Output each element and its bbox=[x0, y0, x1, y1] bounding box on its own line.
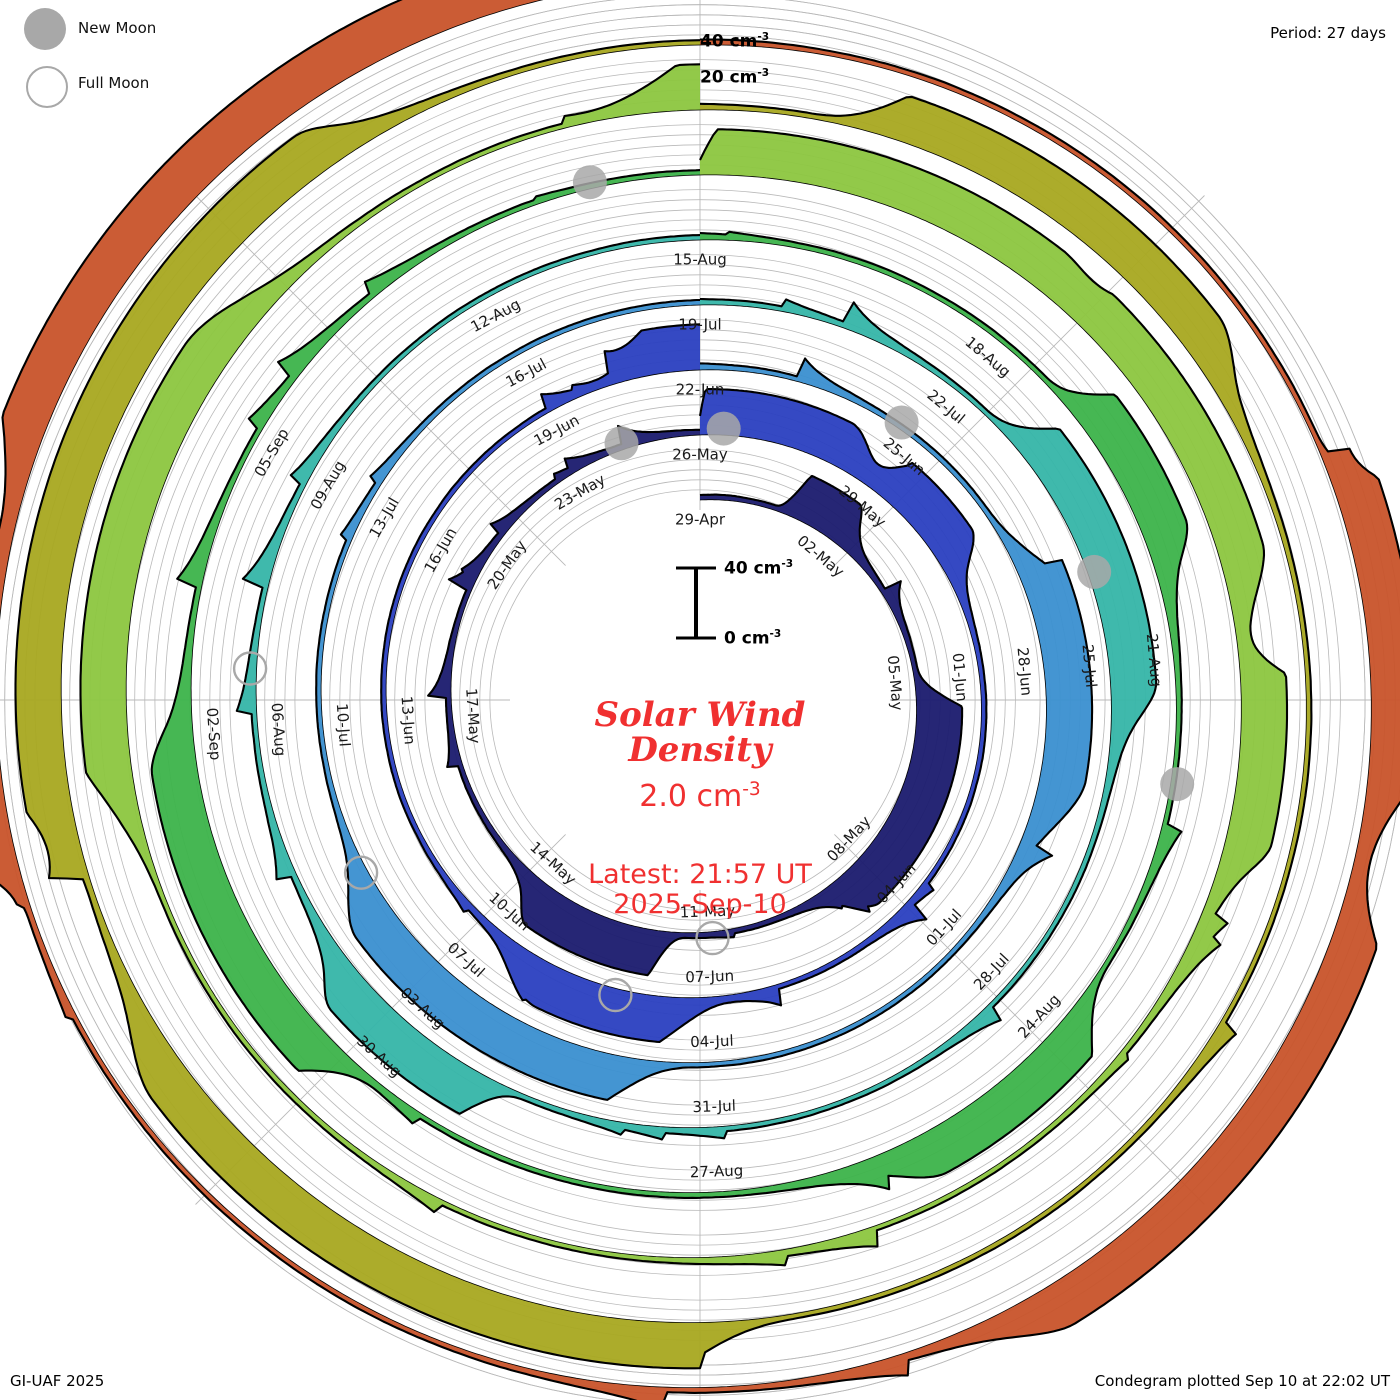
date-label: 01-Jun bbox=[949, 652, 971, 702]
full-moon-legend-label: Full Moon bbox=[78, 74, 150, 92]
date-label: 05-May bbox=[884, 655, 907, 712]
date-label: 10-Jul bbox=[333, 703, 354, 748]
radial-tick-20: 20 cm-3 bbox=[700, 67, 769, 88]
radial-tick-40-text: 40 cm bbox=[700, 31, 758, 52]
date-label: 25-Jul bbox=[1079, 644, 1101, 689]
scale-bar: 40 cm-3 0 cm-3 bbox=[608, 556, 848, 656]
radial-tick-40-exponent: -3 bbox=[757, 31, 770, 43]
scale-bar-glyph bbox=[676, 566, 716, 640]
chart-title-line1: Solar Wind bbox=[594, 695, 806, 735]
new-moon-swatch bbox=[24, 8, 66, 50]
new-moon-marker bbox=[1160, 767, 1195, 802]
date-label: 29-Apr bbox=[675, 511, 726, 529]
scale-bar-bottom-label: 0 cm-3 bbox=[724, 628, 781, 649]
scale-bar-bottom-text: 0 cm bbox=[724, 628, 770, 649]
period-label: Period: 27 days bbox=[1270, 24, 1386, 42]
full-moon-marker bbox=[695, 920, 730, 956]
full-moon-swatch bbox=[26, 66, 68, 108]
new-moon-legend-label: New Moon bbox=[78, 19, 157, 37]
radial-tick-20-text: 20 cm bbox=[700, 67, 758, 88]
new-moon-marker bbox=[1077, 554, 1112, 589]
footer-right-timestamp: Condegram plotted Sep 10 at 22:02 UT bbox=[1094, 1372, 1390, 1390]
date-label: 06-Aug bbox=[268, 702, 290, 757]
date-label: 02-Sep bbox=[203, 707, 225, 761]
chart-title: Solar Wind Density bbox=[470, 695, 930, 771]
new-moon-marker bbox=[706, 411, 741, 446]
current-value-text: 2.0 cm bbox=[639, 778, 743, 814]
date-label: 04-Jul bbox=[690, 1032, 734, 1052]
latest-time: Latest: 21:57 UT bbox=[588, 858, 812, 890]
current-value-exponent: -3 bbox=[742, 778, 761, 800]
date-label: 13-Jun bbox=[398, 695, 419, 745]
date-label: 21-Aug bbox=[1143, 633, 1166, 688]
radial-tick-20-exponent: -3 bbox=[757, 67, 770, 79]
scale-bar-top-label: 40 cm-3 bbox=[724, 558, 793, 579]
date-label: 26-May bbox=[672, 446, 728, 464]
chart-title-line2: Density bbox=[628, 730, 772, 771]
radial-tick-40: 40 cm-3 bbox=[700, 31, 769, 52]
date-label: 15-Aug bbox=[673, 251, 726, 269]
date-label: 19-Jul bbox=[678, 316, 721, 334]
date-label: 22-Jun bbox=[676, 381, 725, 399]
scale-bar-top-exponent: -3 bbox=[781, 558, 794, 570]
footer-left-credit: GI-UAF 2025 bbox=[10, 1372, 105, 1390]
full-moon-marker bbox=[343, 855, 379, 890]
date-label: 17-May bbox=[462, 688, 484, 745]
latest-date: 2025-Sep-10 bbox=[613, 888, 787, 920]
date-label: 07-Jun bbox=[685, 967, 734, 987]
scale-bar-top-text: 40 cm bbox=[724, 558, 782, 579]
date-label: 11-May bbox=[679, 902, 735, 922]
moon-phase-markers bbox=[232, 165, 1195, 1013]
center-readout: Solar Wind Density 2.0 cm-3 Latest: 21:5… bbox=[470, 545, 930, 920]
date-label: 28-Jun bbox=[1014, 646, 1036, 696]
new-moon-marker bbox=[572, 165, 607, 200]
date-label: 27-Aug bbox=[689, 1161, 743, 1181]
scale-bar-bottom-exponent: -3 bbox=[769, 628, 782, 640]
latest-readout: Latest: 21:57 UT 2025-Sep-10 bbox=[470, 858, 930, 920]
current-value: 2.0 cm-3 bbox=[470, 779, 930, 814]
new-moon-marker bbox=[604, 426, 639, 461]
date-label: 31-Jul bbox=[692, 1097, 736, 1117]
new-moon-marker bbox=[884, 405, 919, 440]
full-moon-marker bbox=[598, 977, 633, 1013]
full-moon-marker bbox=[232, 651, 268, 686]
